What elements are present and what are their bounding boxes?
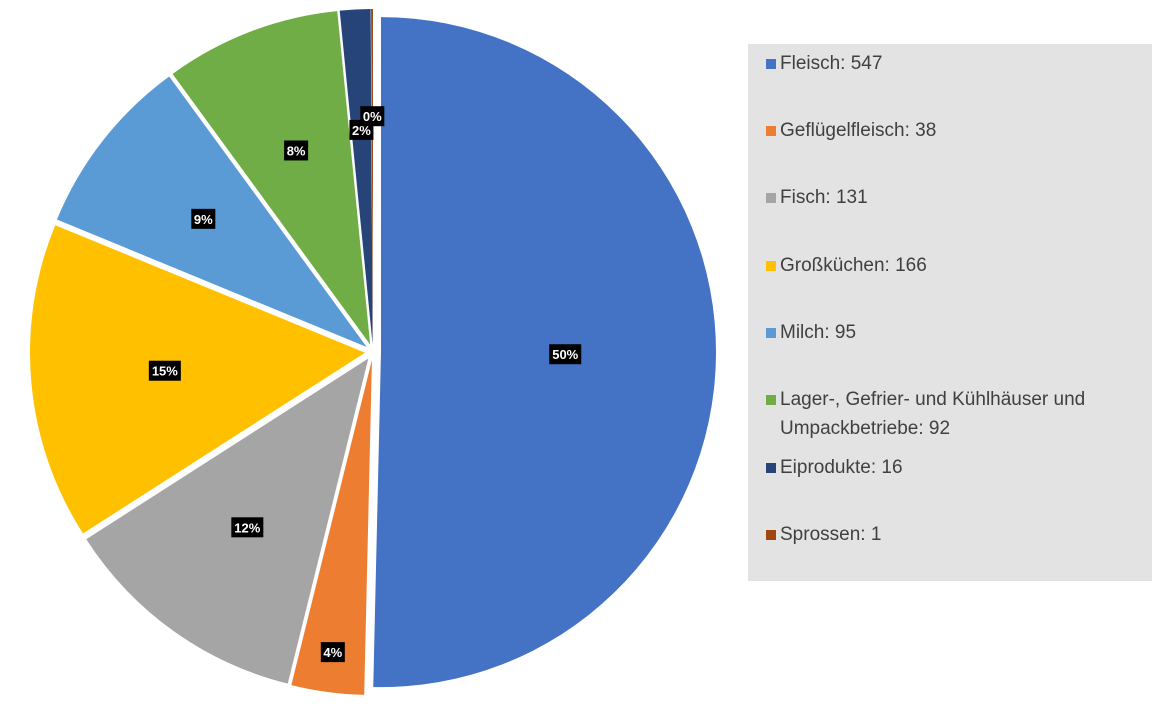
- data-label-text: 4%: [323, 645, 342, 660]
- legend-item-gefluegelfleisch: Geflügelfleisch: 38: [766, 116, 1130, 145]
- data-label-text: 0%: [363, 109, 382, 124]
- legend: Fleisch: 547 Geflügelfleisch: 38 Fisch: …: [748, 44, 1152, 581]
- legend-item-lager: Lager-, Gefrier- und Kühlhäuser und Umpa…: [766, 385, 1130, 443]
- legend-swatch: [766, 59, 776, 69]
- data-label-text: 50%: [552, 347, 578, 362]
- data-label-gefluegelfleisch: 4%: [320, 642, 345, 663]
- legend-item-sprossen: Sprossen: 1: [766, 520, 1130, 549]
- legend-swatch: [766, 395, 776, 405]
- data-label-text: 8%: [287, 143, 306, 158]
- data-label-box: [360, 106, 385, 127]
- legend-swatch: [766, 530, 776, 540]
- legend-label: Eiprodukte: 16: [780, 457, 903, 478]
- pie-data-labels: 50% 4% 12% 15% 9% 8% 2%0%: [148, 106, 582, 663]
- legend-label: Fisch: 131: [780, 187, 868, 208]
- legend-swatch: [766, 463, 776, 473]
- legend-item-grosskuechen: Großküchen: 166: [766, 251, 1130, 280]
- data-label-text: 2%: [352, 123, 371, 138]
- legend-label: Sprossen: 1: [780, 524, 882, 545]
- data-label-box: [231, 517, 264, 538]
- data-label-sprossen: 0%: [360, 106, 385, 127]
- legend-item-eiprodukte: Eiprodukte: 16: [766, 453, 1130, 482]
- data-label-box: [148, 360, 181, 381]
- pie-slice-lager: [172, 11, 371, 345]
- data-label-text: 9%: [194, 212, 213, 227]
- pie-slice-fleisch: [373, 17, 716, 688]
- legend-label: Fleisch: 547: [780, 53, 883, 74]
- pie-slice-sprossen: [371, 9, 373, 345]
- legend-label: Lager-, Gefrier- und Kühlhäuser und Umpa…: [780, 389, 1086, 439]
- legend-label: Großküchen: 166: [780, 255, 927, 276]
- data-label-grosskuechen: 15%: [148, 360, 181, 381]
- legend-swatch: [766, 126, 776, 136]
- data-label-box: [191, 208, 216, 229]
- data-label-text: 15%: [152, 364, 178, 379]
- pie-slice-eiprodukte: [339, 9, 373, 345]
- legend-item-milch: Milch: 95: [766, 318, 1130, 347]
- data-label-box: [284, 140, 309, 161]
- data-label-milch: 9%: [191, 208, 216, 229]
- legend-swatch: [766, 193, 776, 203]
- legend-label: Geflügelfleisch: 38: [780, 120, 937, 141]
- data-label-fleisch: 50%: [549, 344, 582, 365]
- data-label-box: [320, 642, 345, 663]
- legend-swatch: [766, 328, 776, 338]
- legend-item-fleisch: Fleisch: 547: [766, 49, 1130, 78]
- legend-item-fisch: Fisch: 131: [766, 183, 1130, 212]
- pie-slice-gefluegelfleisch: [291, 359, 372, 695]
- data-label-fisch: 12%: [231, 517, 264, 538]
- data-label-lager: 8%: [284, 140, 309, 161]
- pie-slice-fisch: [86, 358, 369, 684]
- pie-slice-grosskuechen: [30, 225, 366, 534]
- data-label-box: [549, 344, 582, 365]
- legend-label: Milch: 95: [780, 322, 857, 343]
- legend-swatch: [766, 261, 776, 271]
- data-label-text: 12%: [234, 520, 260, 535]
- pie-chart: 50% 4% 12% 15% 9% 8% 2%0%: [30, 9, 716, 695]
